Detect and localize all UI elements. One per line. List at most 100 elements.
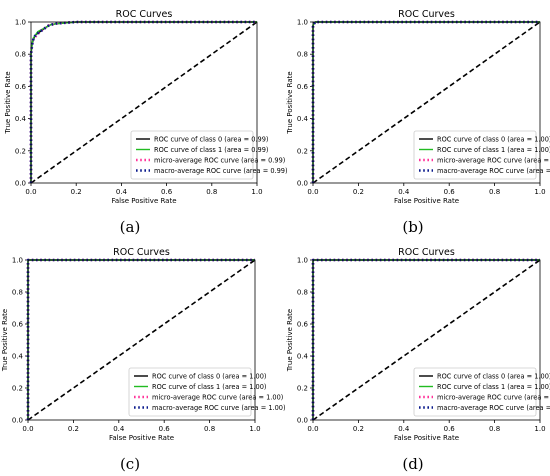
chance-diagonal-line — [312, 21, 541, 184]
chart-title: ROC Curves — [116, 9, 173, 20]
legend-entry: micro-average ROC curve (area = 1.00) — [437, 393, 550, 401]
legend-entry: ROC curve of class 1 (area = 1.00) — [152, 383, 267, 391]
x-tick-label: 1.0 — [251, 188, 262, 196]
legend: ROC curve of class 0 (area = 1.00) ROC cu… — [413, 367, 550, 417]
chart-title: ROC Curves — [113, 247, 170, 258]
legend-entry: ROC curve of class 0 (area = 0.99) — [154, 135, 269, 143]
x-tick-label: 0.6 — [159, 425, 171, 433]
y-axis-label: True Positive Rate — [4, 71, 12, 134]
x-tick-label: 0.8 — [489, 188, 500, 196]
x-tick-label: 0.2 — [353, 425, 364, 433]
plot-frame — [27, 259, 256, 421]
x-tick-label: 0.0 — [22, 425, 33, 433]
chance-diagonal-line — [312, 259, 541, 421]
y-tick-label: 0.0 — [297, 180, 308, 188]
legend-box — [413, 367, 537, 417]
x-tick-label: 0.2 — [71, 188, 82, 196]
legend-entry: micro-average ROC curve (area = 1.00) — [152, 393, 283, 401]
x-tick-label: 0.0 — [25, 188, 36, 196]
x-tick-label: 0.4 — [116, 188, 128, 196]
panel-caption: (a) — [120, 218, 141, 236]
x-axis-label: False Positive Rate — [394, 197, 459, 205]
y-tick-label: 1.0 — [297, 19, 308, 27]
y-tick-label: 0.4 — [297, 353, 309, 361]
x-tick-label: 1.0 — [534, 188, 545, 196]
plot-frame — [312, 21, 541, 184]
x-axis-label: False Positive Rate — [109, 434, 174, 442]
x-tick-label: 0.0 — [307, 188, 318, 196]
legend-entry: macro-average ROC curve (area = 0.99) — [154, 167, 288, 175]
plot-frame — [30, 21, 258, 184]
roc-panel-d: ROC Curves 0.0 0.2 0.4 0.6 0.8 1.0 0.0 0.2 0.4 0.6… — [286, 247, 550, 442]
panel-caption: (d) — [402, 455, 423, 473]
x-tick-label: 0.4 — [398, 425, 410, 433]
legend-entry: ROC curve of class 0 (area = 1.00) — [437, 135, 550, 143]
x-tick-label: 0.8 — [204, 425, 215, 433]
y-axis-label: True Positive Rate — [286, 309, 294, 372]
x-tick-label: 0.6 — [161, 188, 173, 196]
y-tick-label: 0.0 — [297, 417, 308, 425]
legend-entry: ROC curve of class 0 (area = 1.00) — [152, 372, 267, 380]
legend: ROC curve of class 0 (area = 0.99) ROC cu… — [130, 130, 288, 180]
legend-box — [128, 367, 252, 417]
y-tick-label: 0.4 — [297, 115, 309, 123]
y-axis-label: True Positive Rate — [286, 71, 294, 134]
chart-title: ROC Curves — [398, 247, 455, 258]
y-tick-label: 0.8 — [15, 51, 26, 59]
x-tick-label: 0.6 — [444, 425, 456, 433]
x-tick-label: 0.2 — [353, 188, 364, 196]
panel-caption: (c) — [120, 455, 140, 473]
legend-entry: macro-average ROC curve (area = 1.00) — [437, 404, 550, 412]
x-axis-label: False Positive Rate — [111, 197, 176, 205]
y-tick-label: 1.0 — [12, 257, 23, 265]
y-tick-label: 0.2 — [297, 385, 308, 393]
y-tick-label: 0.2 — [297, 147, 308, 155]
chance-diagonal-line — [27, 259, 256, 421]
roc-panel-b: ROC Curves 0.0 0.2 0.4 0.6 0.8 1.0 0.0 0.2 0.4 0.6… — [286, 9, 550, 205]
y-tick-label: 0.2 — [15, 147, 26, 155]
legend-entry: ROC curve of class 1 (area = 1.00) — [437, 146, 550, 154]
legend-entry: macro-average ROC curve (area = 1.00) — [437, 167, 550, 175]
legend-box — [130, 130, 254, 180]
y-tick-label: 0.6 — [297, 321, 309, 329]
y-tick-label: 0.4 — [15, 115, 27, 123]
x-tick-label: 0.4 — [113, 425, 125, 433]
legend: ROC curve of class 0 (area = 1.00) ROC cu… — [413, 130, 550, 180]
x-tick-label: 0.2 — [68, 425, 79, 433]
x-tick-label: 0.6 — [444, 188, 456, 196]
roc-panel-a: ROC Curves 0.0 0.2 0.4 0.6 0.8 1.0 0.0 0.2 0.4 0.6… — [4, 9, 288, 205]
micro-average-curve — [29, 20, 257, 183]
panel-caption: (b) — [402, 218, 423, 236]
legend-entry: micro-average ROC curve (area = 0.99) — [154, 156, 285, 164]
y-tick-label: 0.8 — [12, 289, 23, 297]
legend: ROC curve of class 0 (area = 1.00) ROC cu… — [128, 367, 286, 417]
legend-box — [413, 130, 537, 180]
legend-entry: macro-average ROC curve (area = 1.00) — [152, 404, 286, 412]
y-tick-label: 0.0 — [15, 180, 26, 188]
y-tick-label: 0.6 — [297, 83, 309, 91]
x-tick-label: 0.8 — [206, 188, 217, 196]
legend-entry: ROC curve of class 1 (area = 0.99) — [154, 146, 269, 154]
x-tick-label: 0.8 — [489, 425, 500, 433]
y-tick-label: 0.2 — [12, 385, 23, 393]
y-tick-label: 0.0 — [12, 417, 23, 425]
x-tick-label: 1.0 — [534, 425, 545, 433]
y-tick-label: 0.6 — [15, 83, 27, 91]
plot-frame — [312, 259, 541, 421]
y-tick-label: 0.6 — [12, 321, 24, 329]
y-tick-label: 0.8 — [297, 289, 308, 297]
y-tick-label: 0.8 — [297, 51, 308, 59]
y-axis-label: True Positive Rate — [1, 309, 9, 372]
y-tick-label: 1.0 — [15, 19, 26, 27]
x-axis-label: False Positive Rate — [394, 434, 459, 442]
x-tick-label: 0.4 — [398, 188, 410, 196]
roc-panel-c: ROC Curves 0.0 0.2 0.4 0.6 0.8 1.0 0.0 0.2 0.4 0.6… — [1, 247, 286, 442]
y-tick-label: 0.4 — [12, 353, 24, 361]
chart-title: ROC Curves — [398, 9, 455, 20]
legend-entry: ROC curve of class 1 (area = 1.00) — [437, 383, 550, 391]
legend-entry: micro-average ROC curve (area = 1.00) — [437, 156, 550, 164]
legend-entry: ROC curve of class 0 (area = 1.00) — [437, 372, 550, 380]
y-tick-label: 1.0 — [297, 257, 308, 265]
chance-diagonal-line — [30, 21, 258, 184]
